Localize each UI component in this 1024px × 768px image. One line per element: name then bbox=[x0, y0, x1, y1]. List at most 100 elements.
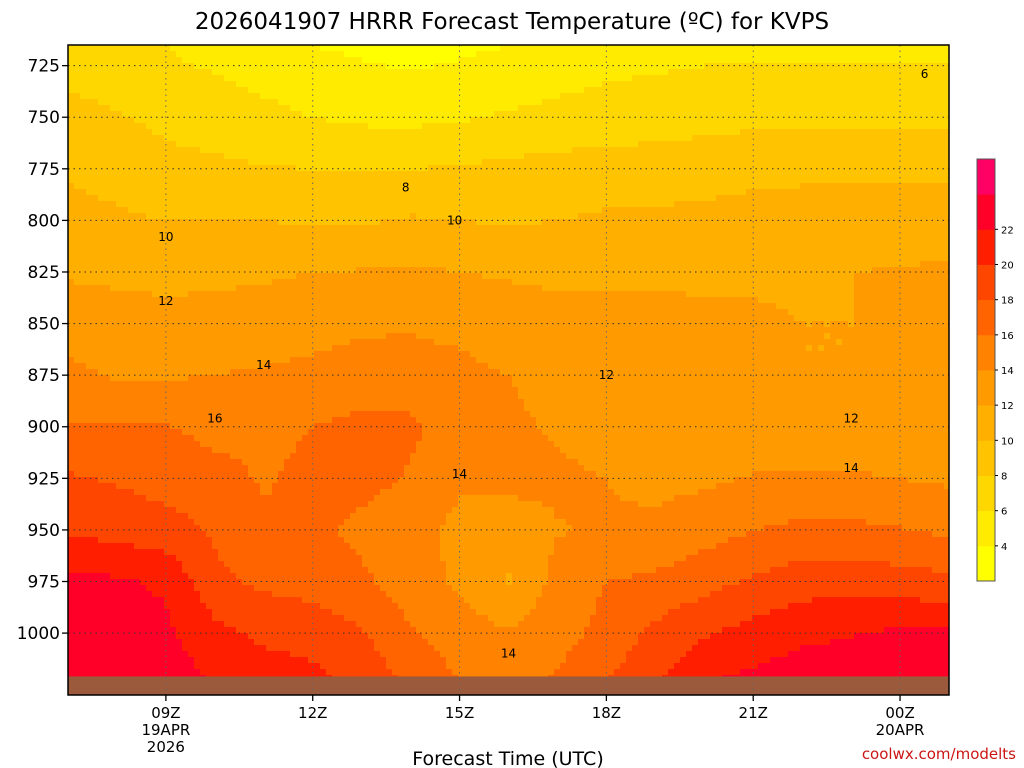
temperature-cell bbox=[86, 129, 93, 136]
temperature-cell bbox=[344, 45, 351, 52]
temperature-cell bbox=[938, 63, 945, 70]
temperature-cell bbox=[932, 135, 939, 142]
temperature-cell bbox=[248, 189, 255, 196]
temperature-cell bbox=[230, 117, 237, 124]
temperature-cell bbox=[728, 237, 735, 244]
temperature-cell bbox=[446, 231, 453, 238]
temperature-cell bbox=[560, 81, 567, 88]
temperature-cell bbox=[272, 171, 279, 178]
temperature-cell bbox=[128, 219, 135, 226]
temperature-cell bbox=[212, 75, 219, 82]
temperature-cell bbox=[836, 183, 843, 190]
temperature-cell bbox=[824, 201, 831, 208]
temperature-cell bbox=[452, 99, 459, 106]
temperature-cell bbox=[518, 237, 525, 244]
temperature-cell bbox=[488, 207, 495, 214]
temperature-cell bbox=[620, 123, 627, 130]
temperature-cell bbox=[506, 123, 513, 130]
temperature-cell bbox=[632, 57, 639, 64]
temperature-cell bbox=[446, 75, 453, 82]
temperature-cell bbox=[320, 219, 327, 226]
temperature-cell bbox=[818, 231, 825, 238]
temperature-cell bbox=[218, 171, 225, 178]
temperature-cell bbox=[752, 75, 759, 82]
temperature-cell bbox=[512, 183, 519, 190]
temperature-cell bbox=[410, 219, 417, 226]
temperature-cell bbox=[770, 231, 777, 238]
temperature-cell bbox=[338, 141, 345, 148]
temperature-cell bbox=[356, 231, 363, 238]
temperature-cell bbox=[416, 243, 423, 250]
temperature-cell bbox=[212, 243, 219, 250]
temperature-cell bbox=[668, 135, 675, 142]
temperature-cell bbox=[356, 57, 363, 64]
temperature-cell bbox=[224, 57, 231, 64]
temperature-cell bbox=[422, 123, 429, 130]
temperature-cell bbox=[296, 147, 303, 154]
temperature-cell bbox=[560, 219, 567, 226]
temperature-cell bbox=[278, 141, 285, 148]
temperature-cell bbox=[74, 57, 81, 64]
temperature-cell bbox=[512, 219, 519, 226]
temperature-cell bbox=[176, 225, 183, 232]
temperature-cell bbox=[878, 63, 885, 70]
temperature-cell bbox=[614, 135, 621, 142]
temperature-cell bbox=[674, 75, 681, 82]
temperature-cell bbox=[650, 81, 657, 88]
temperature-cell bbox=[122, 147, 129, 154]
temperature-cell bbox=[248, 165, 255, 172]
temperature-cell bbox=[938, 141, 945, 148]
temperature-cell bbox=[638, 111, 645, 118]
temperature-cell bbox=[920, 165, 927, 172]
temperature-cell bbox=[908, 75, 915, 82]
temperature-cell bbox=[614, 231, 621, 238]
temperature-cell bbox=[200, 63, 207, 70]
temperature-cell bbox=[632, 213, 639, 220]
temperature-cell bbox=[674, 129, 681, 136]
temperature-cell bbox=[476, 105, 483, 112]
temperature-cell bbox=[362, 219, 369, 226]
temperature-cell bbox=[638, 105, 645, 112]
temperature-cell bbox=[380, 93, 387, 100]
temperature-cell bbox=[308, 237, 315, 244]
temperature-cell bbox=[524, 57, 531, 64]
temperature-cell bbox=[848, 195, 855, 202]
temperature-cell bbox=[104, 237, 111, 244]
temperature-cell bbox=[368, 57, 375, 64]
temperature-cell bbox=[140, 183, 147, 190]
temperature-cell bbox=[830, 153, 837, 160]
temperature-cell bbox=[644, 159, 651, 166]
temperature-cell bbox=[740, 129, 747, 136]
temperature-cell bbox=[194, 123, 201, 130]
temperature-cell bbox=[608, 201, 615, 208]
temperature-cell bbox=[314, 213, 321, 220]
temperature-cell bbox=[824, 231, 831, 238]
temperature-cell bbox=[422, 225, 429, 232]
temperature-cell bbox=[506, 213, 513, 220]
temperature-cell bbox=[410, 231, 417, 238]
temperature-cell bbox=[536, 183, 543, 190]
temperature-cell bbox=[398, 141, 405, 148]
temperature-cell bbox=[248, 105, 255, 112]
temperature-cell bbox=[98, 201, 105, 208]
temperature-cell bbox=[716, 165, 723, 172]
temperature-cell bbox=[848, 141, 855, 148]
temperature-cell bbox=[932, 99, 939, 106]
temperature-cell bbox=[308, 207, 315, 214]
temperature-cell bbox=[470, 189, 477, 196]
temperature-cell bbox=[830, 69, 837, 76]
temperature-cell bbox=[806, 177, 813, 184]
temperature-cell bbox=[542, 183, 549, 190]
temperature-cell bbox=[164, 213, 171, 220]
temperature-cell bbox=[176, 45, 183, 52]
temperature-cell bbox=[440, 219, 447, 226]
temperature-cell bbox=[782, 57, 789, 64]
temperature-cell bbox=[542, 51, 549, 58]
temperature-cell bbox=[476, 225, 483, 232]
temperature-cell bbox=[344, 75, 351, 82]
temperature-cell bbox=[488, 237, 495, 244]
temperature-cell bbox=[362, 237, 369, 244]
temperature-cell bbox=[650, 45, 657, 52]
temperature-cell bbox=[650, 147, 657, 154]
temperature-cell bbox=[296, 57, 303, 64]
